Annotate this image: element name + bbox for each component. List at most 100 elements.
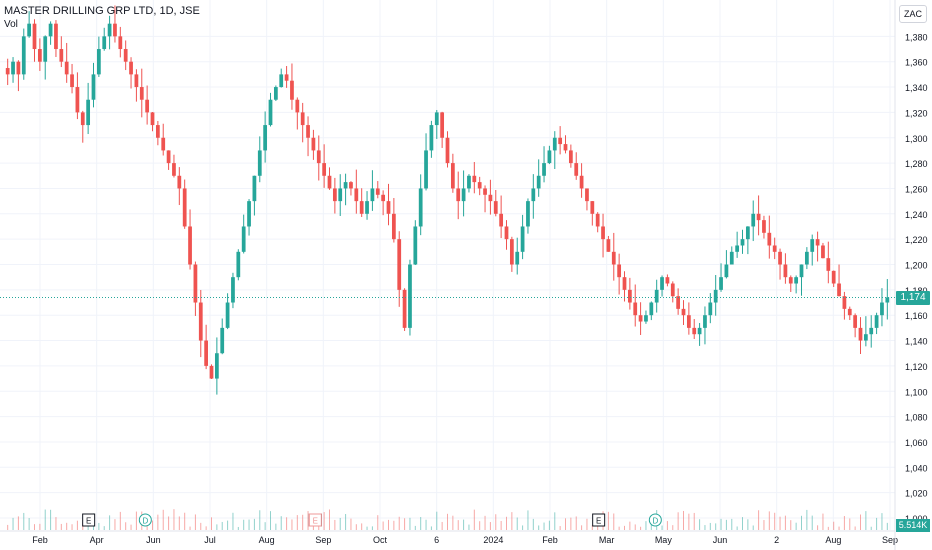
volume-bar	[264, 522, 266, 530]
candle-body	[413, 226, 418, 265]
candle-body	[676, 296, 681, 309]
volume-bar	[709, 522, 711, 530]
volume-bar	[591, 525, 593, 530]
earnings-marker[interactable]: E	[592, 513, 606, 527]
candle-body	[456, 188, 461, 202]
candle-body	[467, 175, 471, 189]
volume-bar	[527, 510, 529, 530]
candle-body	[756, 213, 761, 221]
candle-body	[697, 327, 702, 335]
volume-bar	[221, 521, 223, 530]
candle-body	[601, 226, 605, 240]
candle-body	[847, 308, 852, 316]
volume-bar	[763, 520, 765, 530]
volume-bar	[876, 517, 878, 530]
y-tick-label: 1,120	[905, 362, 928, 372]
candle-body	[311, 137, 316, 151]
volume-bar	[345, 514, 347, 530]
volume-bar	[715, 523, 717, 530]
svg-text:E: E	[596, 517, 601, 526]
volume-bar	[806, 509, 808, 530]
x-tick-label: Oct	[373, 535, 388, 545]
y-tick-label: 1,240	[905, 210, 928, 220]
volume-bar	[34, 524, 35, 530]
volume-bar	[629, 521, 631, 530]
volume-bar	[489, 522, 491, 530]
x-tick-label: May	[655, 535, 673, 545]
candle-body	[391, 213, 396, 240]
currency-button[interactable]: ZAC	[899, 5, 927, 23]
candle-body	[574, 163, 579, 176]
volume-bar	[548, 520, 550, 530]
volume-bar	[881, 513, 883, 530]
candle-body	[96, 49, 101, 75]
volume-bar	[833, 521, 835, 530]
candle-body	[343, 182, 348, 189]
volume-bar	[286, 517, 288, 530]
earnings-marker[interactable]: E	[82, 513, 96, 527]
candle-body	[670, 283, 675, 297]
volume-bar	[377, 515, 379, 530]
candle-body	[853, 315, 858, 328]
volume-bar	[516, 517, 518, 530]
volume-bar	[76, 520, 78, 530]
volume-bar	[114, 519, 116, 530]
volume-bar	[827, 526, 829, 530]
y-tick-label: 1,380	[905, 32, 928, 42]
candle-body	[547, 150, 552, 164]
earnings-marker[interactable]: E	[308, 513, 322, 527]
volume-bar	[634, 524, 636, 530]
candle-body	[863, 334, 868, 341]
volume-bar	[280, 516, 282, 530]
candle-body	[499, 213, 504, 227]
candle-body	[123, 49, 128, 62]
candle-body	[885, 297, 890, 303]
volume-bar	[162, 509, 164, 530]
volume-bar	[736, 526, 738, 530]
x-tick-label: Aug	[259, 535, 275, 545]
volume-bar	[565, 518, 566, 530]
candle-body	[488, 194, 493, 202]
volume-bar	[371, 526, 373, 530]
candle-body	[424, 150, 428, 189]
candle-body	[633, 302, 638, 316]
y-tick-label: 1,220	[905, 235, 928, 245]
candle-body	[375, 188, 380, 195]
volume-bar	[237, 526, 239, 530]
volume-bar	[768, 511, 770, 530]
volume-bar	[414, 525, 416, 530]
candle-body	[236, 251, 241, 278]
x-tick-label: 6	[434, 535, 439, 545]
candle-body	[418, 188, 423, 227]
candle-body	[54, 23, 58, 50]
volume-bar	[60, 523, 62, 530]
candle-body	[590, 201, 595, 214]
candle-body	[842, 296, 847, 309]
volume-bar	[50, 509, 52, 530]
candle-body	[268, 99, 273, 126]
candle-body	[370, 188, 375, 202]
candle-body	[381, 194, 386, 202]
dividend-marker[interactable]: D	[648, 513, 662, 527]
dividend-marker[interactable]: D	[138, 513, 152, 527]
candle-body	[837, 283, 841, 297]
volume-bar	[441, 521, 443, 530]
x-tick-label: Sep	[882, 535, 898, 545]
volume-bar	[12, 517, 14, 530]
candle-body	[568, 150, 573, 164]
candle-body	[220, 327, 225, 354]
candle-body	[767, 232, 772, 246]
volume-bar	[23, 512, 25, 530]
candle-body	[660, 277, 664, 290]
candle-body	[102, 36, 107, 50]
candle-body	[552, 137, 557, 151]
volume-bar	[44, 509, 46, 530]
volume-bar	[194, 514, 196, 530]
volume-bar	[173, 509, 175, 530]
volume-bar	[275, 523, 277, 530]
volume-bar	[103, 526, 105, 530]
volume-bar	[581, 525, 583, 530]
candle-body	[493, 201, 498, 214]
candle-body	[166, 150, 171, 164]
